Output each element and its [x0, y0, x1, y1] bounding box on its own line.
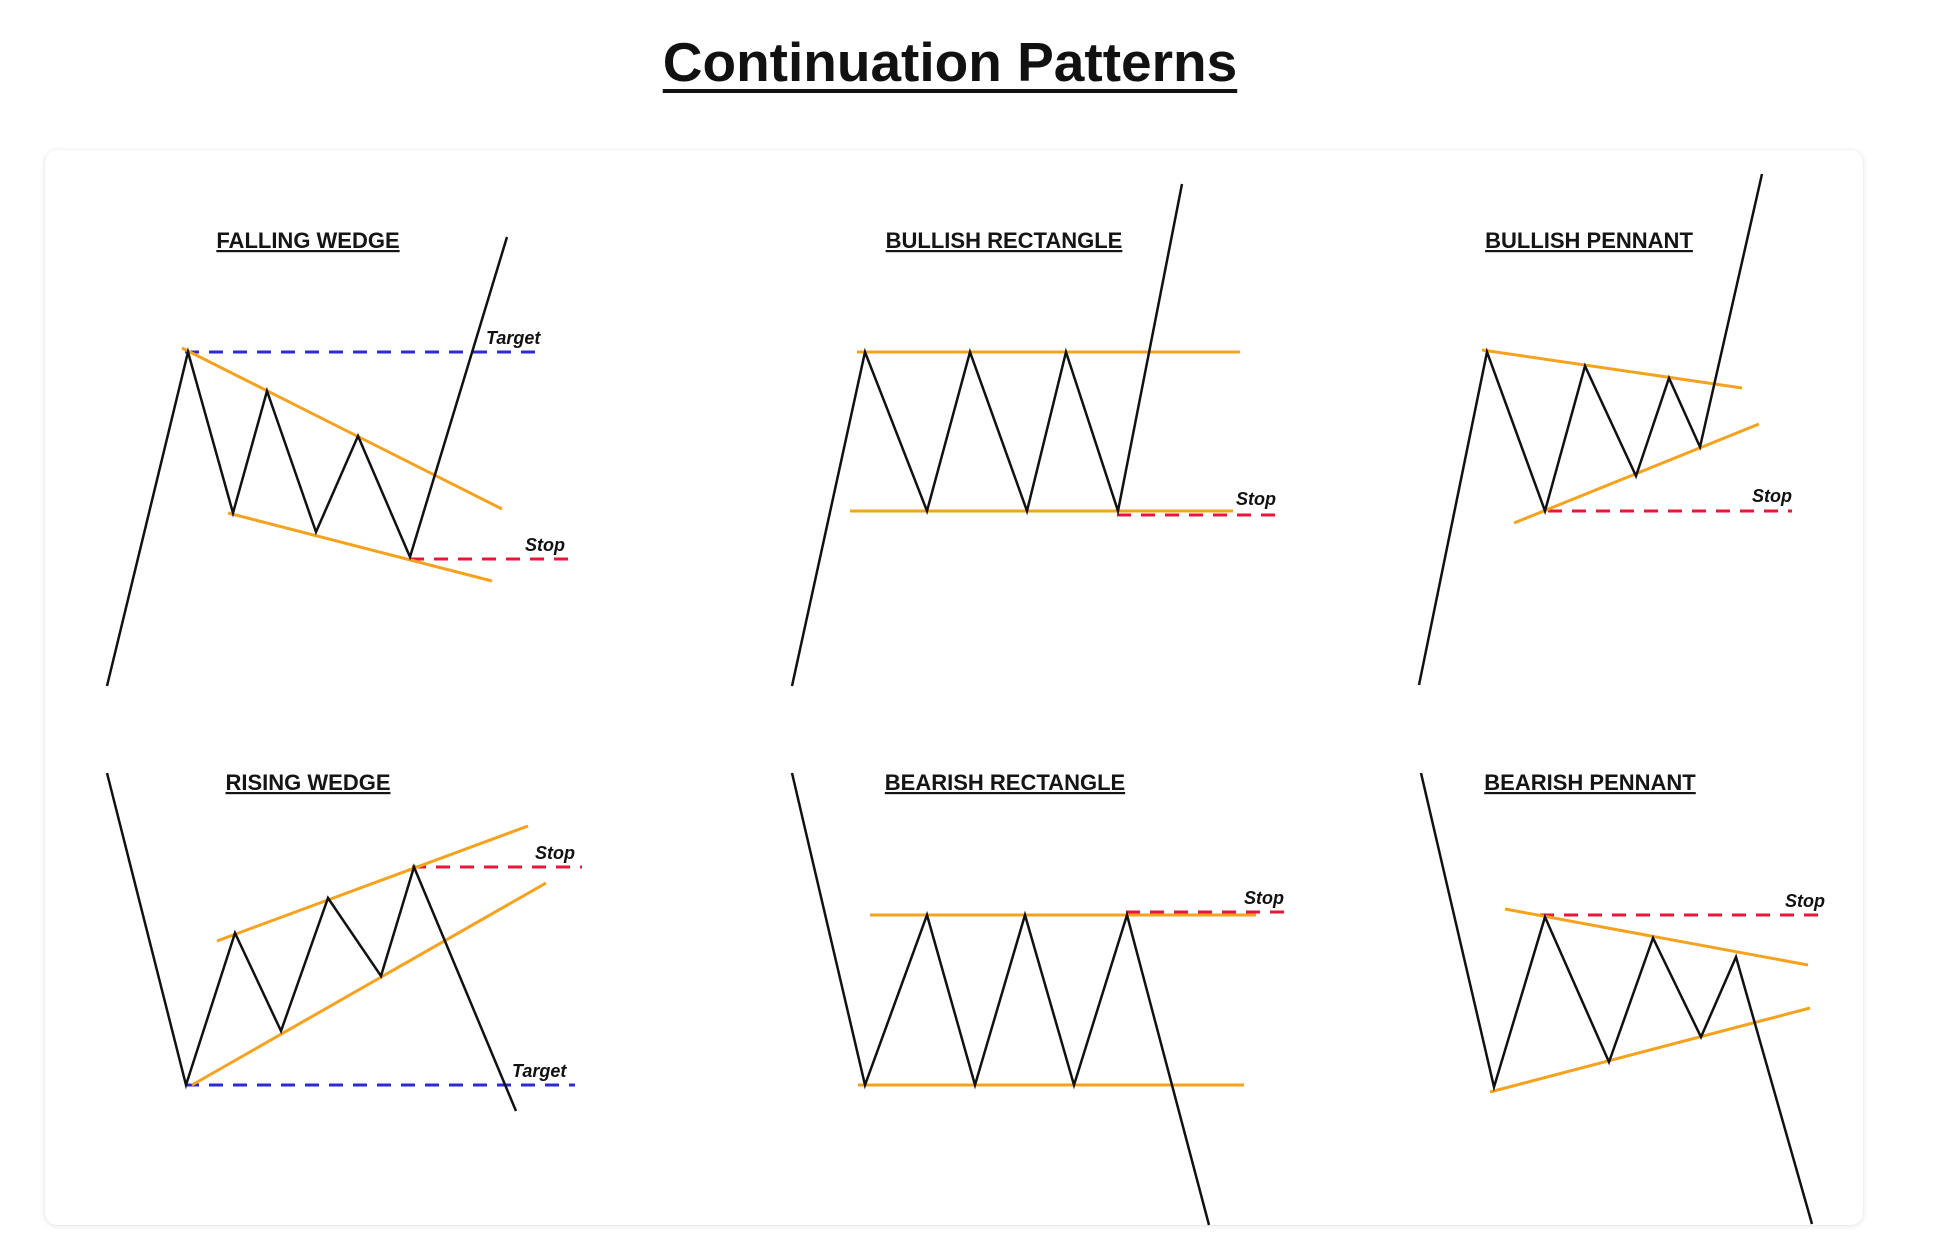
- falling-wedge-lower-trendline: [227, 511, 493, 583]
- rising-wedge-price-line: [105, 772, 518, 1112]
- bearish-rectangle-stop-label: Stop: [1244, 888, 1284, 908]
- bearish-pennant: BEARISH PENNANT Stop: [1419, 770, 1825, 1225]
- bullish-pennant-stop-label: Stop: [1752, 486, 1792, 506]
- bearish-pennant-price-line: [1419, 772, 1814, 1225]
- rising-wedge-title: RISING WEDGE: [225, 770, 390, 795]
- bullish-rectangle-stop-label: Stop: [1236, 489, 1276, 509]
- bullish-rectangle: BULLISH RECTANGLE Stop: [790, 183, 1285, 687]
- bullish-pennant-price-line: [1417, 173, 1764, 686]
- bearish-pennant-title: BEARISH PENNANT: [1484, 770, 1696, 795]
- bearish-pennant-stop-label: Stop: [1785, 891, 1825, 911]
- rising-wedge-lower-trendline: [191, 881, 547, 1087]
- falling-wedge-upper-trendline: [181, 346, 503, 511]
- rising-wedge-upper-trendline: [216, 824, 529, 943]
- bearish-rectangle: BEARISH RECTANGLE Stop: [790, 770, 1292, 1226]
- page-title: Continuation Patterns: [662, 31, 1238, 93]
- rising-wedge: RISING WEDGE Stop Target: [105, 770, 582, 1112]
- falling-wedge-price-line: [105, 236, 509, 687]
- patterns-card: [45, 150, 1863, 1225]
- bearish-rectangle-price-line: [790, 772, 1211, 1226]
- bullish-pennant-title: BULLISH PENNANT: [1485, 228, 1693, 253]
- bullish-rectangle-title: BULLISH RECTANGLE: [886, 228, 1123, 253]
- rising-wedge-target-label: Target: [512, 1061, 567, 1081]
- bearish-pennant-upper-trendline: [1504, 907, 1809, 967]
- falling-wedge-title: FALLING WEDGE: [216, 228, 399, 253]
- bearish-rectangle-title: BEARISH RECTANGLE: [885, 770, 1125, 795]
- bearish-pennant-lower-trendline: [1489, 1006, 1811, 1094]
- bullish-rectangle-price-line: [790, 183, 1184, 687]
- falling-wedge: FALLING WEDGE Target Stop: [105, 228, 572, 687]
- falling-wedge-stop-label: Stop: [525, 535, 565, 555]
- bullish-pennant-upper-trendline: [1481, 348, 1743, 390]
- rising-wedge-stop-label: Stop: [535, 843, 575, 863]
- falling-wedge-target-label: Target: [486, 328, 541, 348]
- bullish-pennant: BULLISH PENNANT Stop: [1417, 173, 1792, 686]
